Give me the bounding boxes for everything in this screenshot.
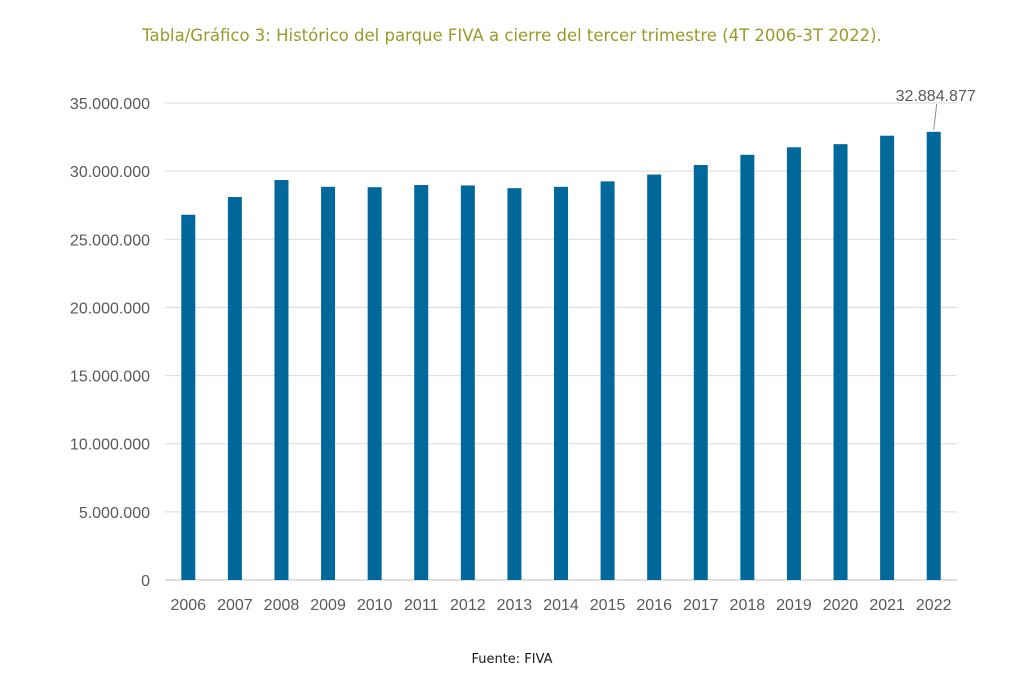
y-tick-label: 30.000.000 <box>70 164 150 181</box>
bar-2015 <box>600 181 615 580</box>
source-note: Fuente: FIVA <box>471 652 553 667</box>
bar-2021 <box>880 135 895 581</box>
y-tick-label: 10.000.000 <box>70 437 150 454</box>
x-tick-label: 2007 <box>217 597 253 614</box>
bar-2009 <box>321 186 336 580</box>
x-axis-ticks: 2006 2007 2008 2009 2010 2011 2012 2013 2014 2015… <box>170 597 951 614</box>
bar-2014 <box>554 186 568 580</box>
x-tick-label: 2021 <box>869 597 905 614</box>
bar-2006 <box>181 214 196 581</box>
bar-2007 <box>227 197 242 580</box>
y-tick-label: 25.000.000 <box>70 232 150 249</box>
x-tick-label: 2012 <box>450 597 486 614</box>
y-axis-ticks: 0 5.000.000 10.000.000 15.000.000 20.000.000… <box>70 96 150 590</box>
x-tick-label: 2016 <box>636 597 672 614</box>
annotations: 32.884.877 <box>896 88 976 130</box>
x-tick-label: 2006 <box>170 597 206 614</box>
bar-2018 <box>740 154 755 580</box>
x-tick-label: 2011 <box>404 597 439 614</box>
bar-2017 <box>693 165 708 580</box>
x-tick-label: 2010 <box>357 597 393 614</box>
x-tick-label: 2022 <box>916 597 952 614</box>
x-tick-label: 2008 <box>264 597 300 614</box>
bar-2008 <box>274 180 289 580</box>
y-tick-label: 15.000.000 <box>70 369 150 386</box>
annotation-leader-line <box>933 103 938 130</box>
bar-2012 <box>460 185 475 580</box>
data-label: 32.884.877 <box>896 88 976 105</box>
bar-2013 <box>507 188 522 580</box>
y-tick-label: 0 <box>141 573 150 590</box>
x-tick-label: 2018 <box>730 597 766 614</box>
bar-2016 <box>647 174 662 581</box>
chart-title: Tabla/Gráfico 3: Histórico del parque FI… <box>142 26 882 45</box>
bar-2020 <box>833 144 848 581</box>
y-tick-label: 5.000.000 <box>79 505 150 522</box>
x-tick-label: 2013 <box>497 597 533 614</box>
x-tick-label: 2015 <box>590 597 626 614</box>
bar-2022 <box>926 131 941 580</box>
bars <box>181 131 941 581</box>
bar-2011 <box>414 185 429 580</box>
bar-2010 <box>367 187 382 580</box>
x-tick-label: 2014 <box>543 597 579 614</box>
x-tick-label: 2017 <box>683 597 719 614</box>
x-tick-label: 2009 <box>310 597 346 614</box>
x-tick-label: 2019 <box>776 597 812 614</box>
y-tick-label: 20.000.000 <box>70 300 150 317</box>
bar-2019 <box>786 147 801 581</box>
x-tick-label: 2020 <box>823 597 859 614</box>
y-tick-label: 35.000.000 <box>70 96 150 113</box>
